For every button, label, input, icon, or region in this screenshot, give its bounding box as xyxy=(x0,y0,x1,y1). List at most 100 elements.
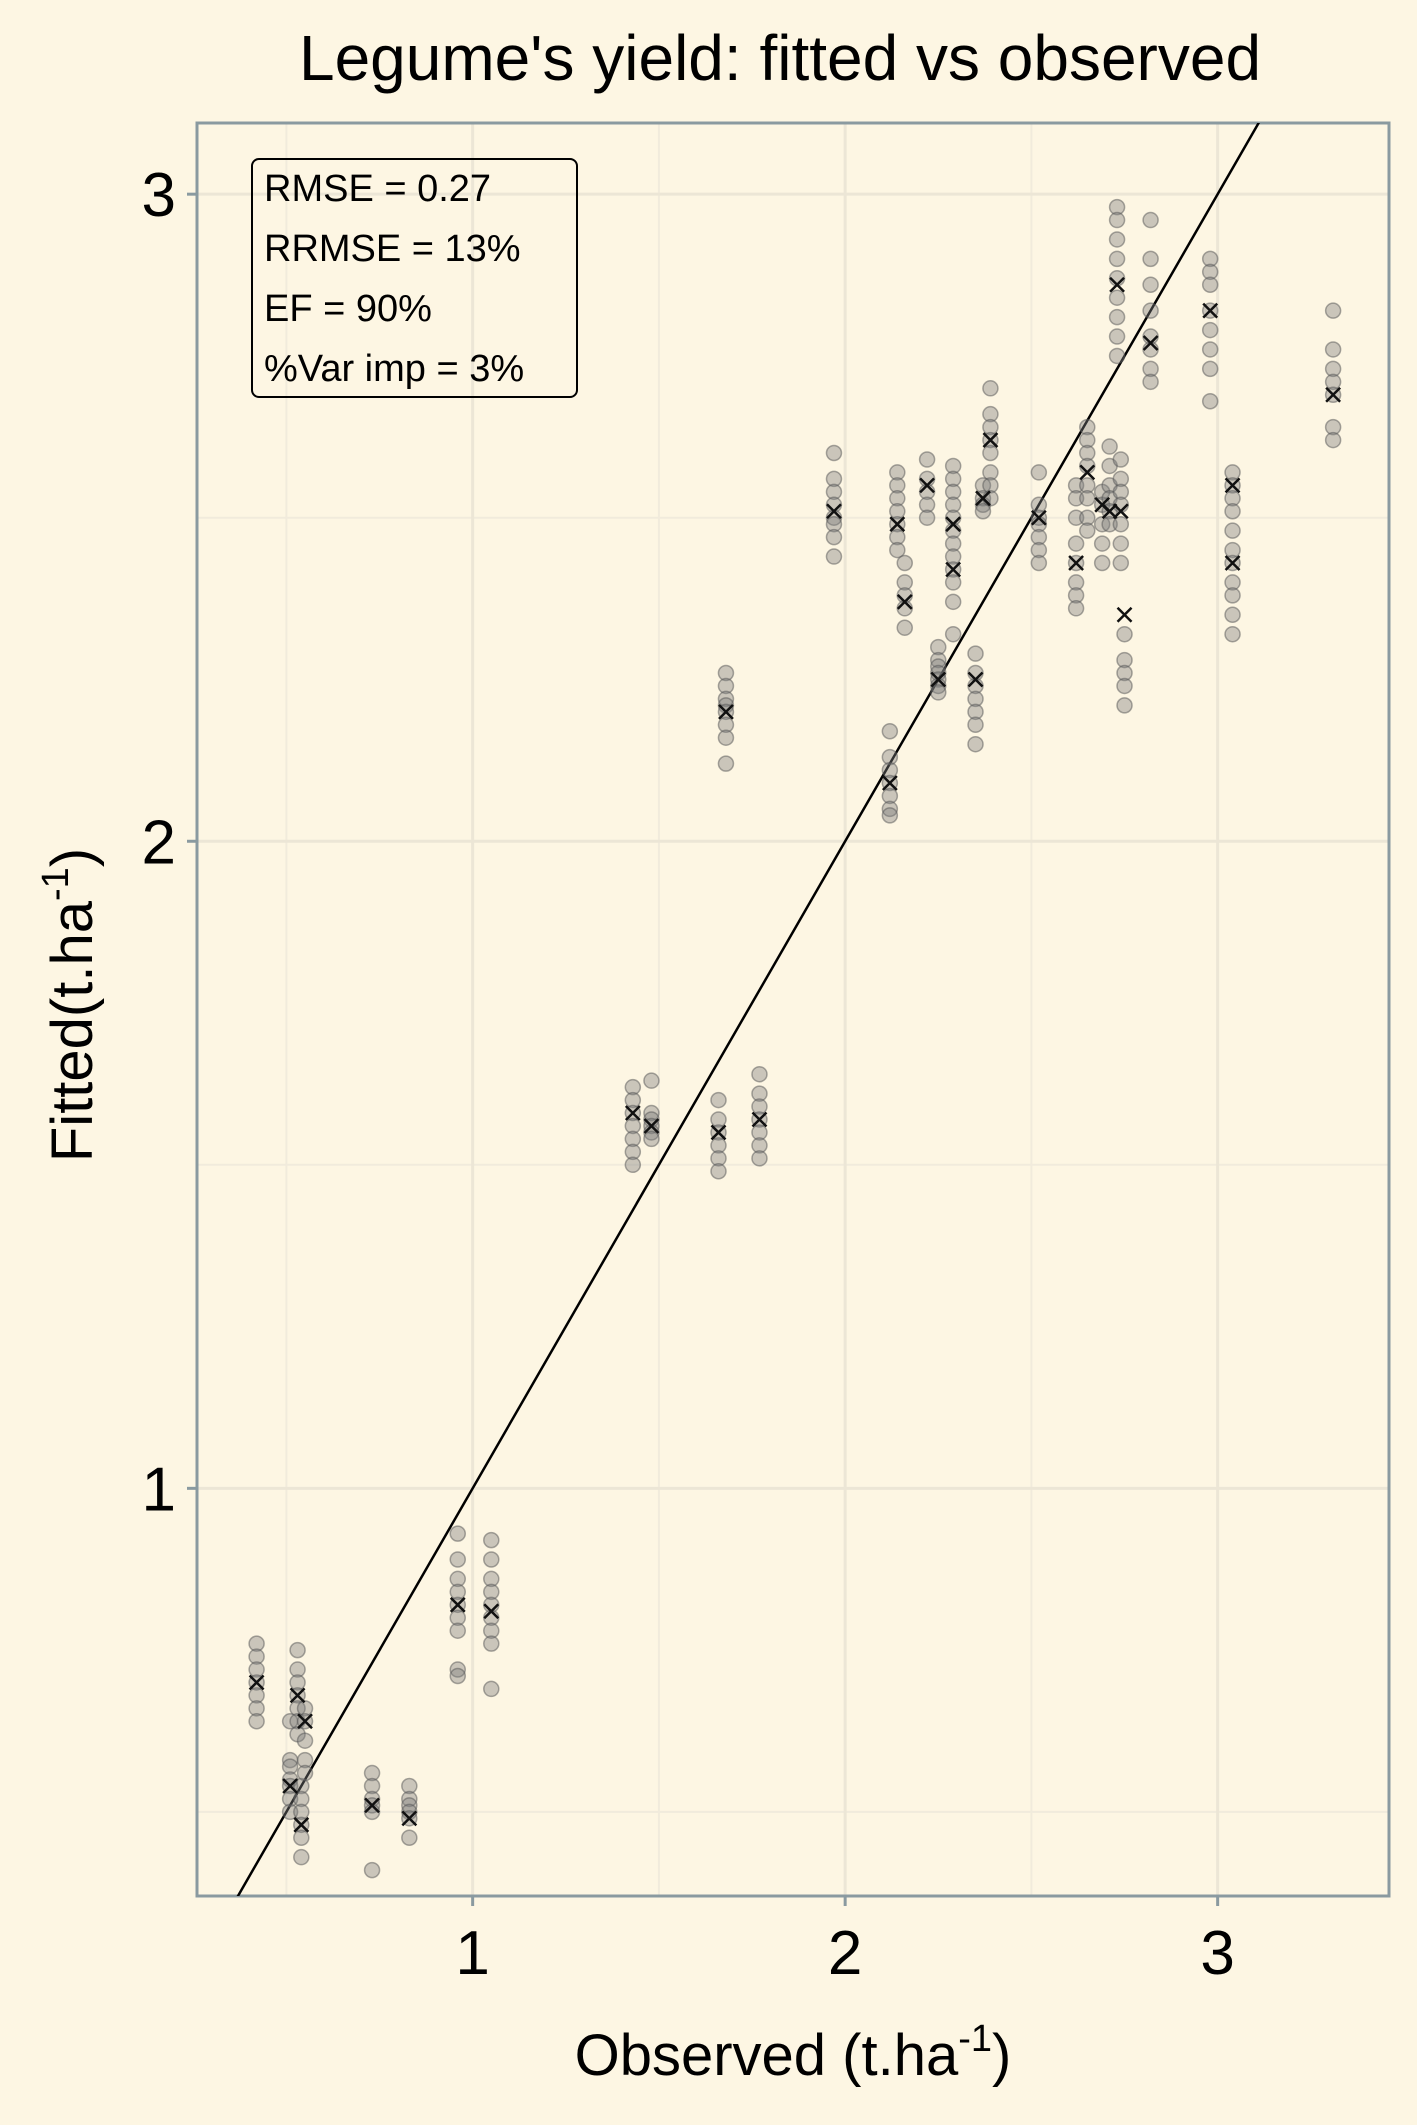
fitted-point-129 xyxy=(930,651,947,669)
fitted-point-6 xyxy=(248,1713,265,1730)
fitted-point-228 xyxy=(1142,373,1159,391)
fitted-point-94 xyxy=(751,1137,768,1154)
fitted-point-182 xyxy=(1079,431,1096,449)
fitted-point-245 xyxy=(1224,587,1241,604)
fitted-point-111 xyxy=(889,464,906,481)
fitted-point-136 xyxy=(944,470,962,488)
mean-marker-30 xyxy=(1109,276,1125,293)
fitted-point-164 xyxy=(982,477,999,494)
mean-marker-29 xyxy=(1101,503,1118,520)
fitted-point-102 xyxy=(825,528,843,546)
fitted-point-86 xyxy=(717,716,735,734)
mean-marker-16 xyxy=(889,516,906,533)
reference-line-layer xyxy=(236,123,1261,1896)
fitted-point-78 xyxy=(710,1137,727,1154)
fitted-point-88 xyxy=(717,755,735,772)
fitted-point-246 xyxy=(1224,606,1241,624)
fitted-point-217 xyxy=(1116,651,1133,669)
fitted-point-175 xyxy=(1067,509,1085,526)
fitted-point-23 xyxy=(293,1803,310,1821)
fitted-point-178 xyxy=(1067,574,1085,591)
fitted-point-38 xyxy=(401,1777,418,1795)
fitted-point-45 xyxy=(449,1551,466,1568)
fitted-point-97 xyxy=(825,470,843,488)
mean-marker-36 xyxy=(1224,555,1241,571)
fitted-point-0 xyxy=(248,1635,265,1652)
fitted-point-49 xyxy=(449,1609,466,1627)
fitted-point-112 xyxy=(889,477,906,494)
fitted-point-9 xyxy=(281,1758,299,1775)
mean-marker-33 xyxy=(1142,335,1159,351)
fitted-point-87 xyxy=(717,729,735,746)
fitted-point-55 xyxy=(483,1570,500,1588)
stats-box: RMSE = 0.27 RRMSE = 13% EF = 90% %Var im… xyxy=(251,158,578,398)
fitted-point-146 xyxy=(944,625,962,643)
mean-marker-9 xyxy=(624,1105,641,1121)
mean-marker-27 xyxy=(1079,464,1096,481)
fitted-point-116 xyxy=(889,528,906,546)
fitted-point-22 xyxy=(293,1790,310,1808)
fitted-point-16 xyxy=(289,1674,306,1691)
fitted-point-106 xyxy=(881,761,899,779)
fitted-point-214 xyxy=(1112,535,1130,552)
plot-panel-border xyxy=(195,121,1391,1898)
y-axis-title-main: Fitted(t.ha xyxy=(40,900,105,1162)
fitted-point-180 xyxy=(1067,600,1085,617)
fitted-point-220 xyxy=(1116,697,1133,714)
chart-title: Legume's yield: fitted vs observed xyxy=(299,22,1261,94)
x-axis-title-main: Observed (t.ha xyxy=(575,2023,959,2088)
fitted-point-33 xyxy=(363,1777,381,1795)
fitted-point-145 xyxy=(944,593,962,611)
mean-marker-37 xyxy=(1325,386,1342,403)
fitted-point-179 xyxy=(1067,587,1085,604)
fitted-point-4 xyxy=(248,1687,265,1704)
y-axis-title-superscript: -1 xyxy=(35,867,77,901)
fitted-point-122 xyxy=(896,619,913,636)
fitted-point-248 xyxy=(1324,302,1342,319)
fitted-point-173 xyxy=(1067,477,1085,494)
mean-marker-0 xyxy=(248,1674,265,1691)
fitted-point-105 xyxy=(881,748,899,766)
y-axis-title: Fitted(t.ha-1) xyxy=(35,848,105,1162)
fitted-point-218 xyxy=(1116,664,1133,682)
fitted-point-230 xyxy=(1201,263,1219,281)
fitted-point-29 xyxy=(296,1732,314,1749)
fitted-point-26 xyxy=(293,1848,310,1866)
fitted-point-239 xyxy=(1224,490,1241,507)
mean-marker-6 xyxy=(401,1810,418,1827)
fitted-point-167 xyxy=(1030,496,1048,514)
fitted-point-222 xyxy=(1142,250,1159,268)
fitted-point-158 xyxy=(982,380,999,397)
fitted-point-254 xyxy=(1324,431,1342,449)
fitted-point-236 xyxy=(1201,392,1219,410)
stats-box-frame xyxy=(251,158,578,398)
fitted-point-209 xyxy=(1112,451,1130,468)
fitted-point-53 xyxy=(483,1531,500,1549)
fitted-point-206 xyxy=(1108,308,1126,326)
fitted-point-247 xyxy=(1224,625,1241,643)
fitted-point-2 xyxy=(248,1661,265,1678)
mean-marker-5 xyxy=(364,1797,380,1814)
fitted-point-187 xyxy=(1079,509,1096,526)
fitted-point-5 xyxy=(248,1700,265,1717)
stat-var-imp: %Var imp = 3% xyxy=(264,348,524,390)
fitted-point-128 xyxy=(930,638,947,656)
fitted-point-40 xyxy=(401,1797,418,1814)
fitted-point-98 xyxy=(825,483,843,501)
fitted-point-141 xyxy=(944,535,962,552)
mean-marker-34 xyxy=(1202,302,1219,319)
fitted-point-166 xyxy=(1030,464,1048,481)
fitted-point-174 xyxy=(1067,490,1085,507)
fitted-point-135 xyxy=(944,457,962,475)
fitted-point-50 xyxy=(449,1622,466,1639)
fitted-point-130 xyxy=(930,658,947,675)
fitted-point-39 xyxy=(401,1790,418,1808)
fitted-point-108 xyxy=(881,787,899,805)
fitted-point-90 xyxy=(751,1085,768,1102)
fitted-point-186 xyxy=(1079,490,1096,507)
fitted-point-62 xyxy=(624,1078,642,1096)
fitted-point-83 xyxy=(717,690,735,708)
fitted-point-185 xyxy=(1079,477,1096,494)
fitted-point-79 xyxy=(710,1150,727,1167)
